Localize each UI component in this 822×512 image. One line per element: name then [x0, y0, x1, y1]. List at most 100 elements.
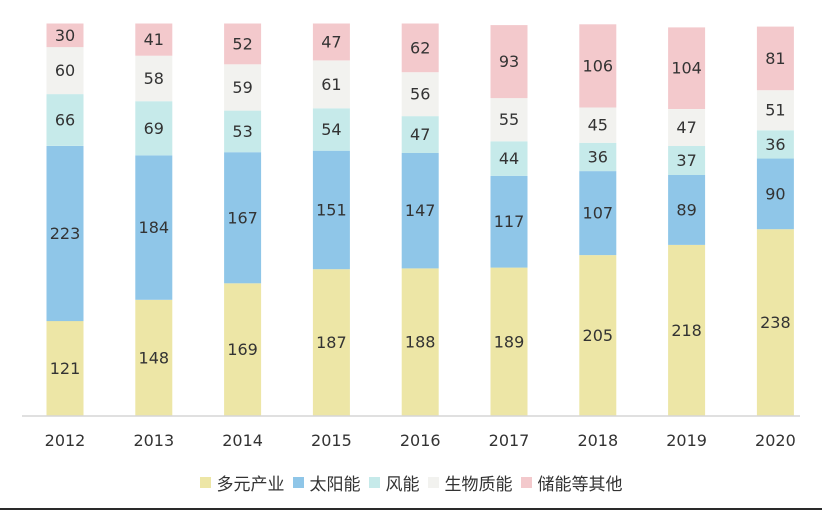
bar-segment-2013-1 [135, 155, 173, 300]
bar-segment-2016-0 [401, 268, 439, 416]
legend: 多元产业 太阳能 风能 生物质能 储能等其他 [0, 470, 822, 495]
bar-segment-2016-1 [401, 153, 439, 269]
bar-segment-2012-3 [46, 47, 84, 95]
data-label-2018-3: 45 [588, 116, 608, 135]
bar-segment-2015-0 [312, 269, 350, 416]
legend-swatch [368, 477, 380, 488]
legend-swatch [199, 477, 211, 488]
data-label-2013-4: 41 [144, 30, 164, 49]
bar-segment-2013-4 [135, 23, 173, 56]
bar-segment-2019-2 [668, 146, 706, 175]
data-label-2015-0: 187 [316, 333, 347, 352]
bar-segment-2017-3 [490, 98, 528, 142]
bar-segment-2013-0 [135, 299, 173, 416]
bar-segment-2012-4 [46, 23, 84, 48]
data-label-2012-1: 223 [50, 224, 81, 243]
bar-segment-2016-4 [401, 23, 439, 73]
bar-segment-2019-1 [668, 175, 706, 245]
data-label-2015-2: 54 [321, 120, 341, 139]
legend-label: 太阳能 [309, 475, 361, 495]
data-label-2017-1: 117 [494, 212, 525, 231]
data-label-2015-4: 47 [321, 32, 341, 51]
x-tick-label-2013: 2013 [133, 431, 174, 450]
bar-segment-2014-0 [224, 283, 262, 416]
bar-segment-2017-2 [490, 141, 528, 176]
legend-item-0: 多元产业 [199, 470, 285, 495]
data-label-2019-1: 89 [676, 200, 696, 219]
legend-item-1: 太阳能 [292, 470, 361, 495]
bar-segment-2018-2 [579, 142, 617, 172]
data-label-2020-0: 238 [760, 313, 791, 332]
bar-segment-2020-3 [756, 90, 794, 131]
bar-segment-2014-1 [224, 152, 262, 284]
bar-segment-2015-3 [312, 60, 350, 109]
bar-segment-2012-1 [46, 146, 84, 322]
data-label-2013-1: 184 [139, 218, 170, 237]
bar-segment-2019-0 [668, 244, 706, 416]
bar-segment-2020-0 [756, 229, 794, 416]
bar-segment-2019-4 [668, 27, 706, 109]
data-label-2013-3: 58 [144, 69, 164, 88]
x-tick-label-2016: 2016 [400, 431, 441, 450]
bar-segment-2012-2 [46, 94, 84, 146]
data-label-2018-0: 205 [583, 326, 614, 345]
legend-label: 风能 [385, 475, 420, 495]
legend-label: 储能等其他 [537, 475, 623, 495]
bar-segment-2014-4 [224, 23, 262, 65]
data-label-2012-4: 30 [55, 26, 75, 45]
data-label-2013-0: 148 [139, 348, 170, 367]
data-label-2014-2: 53 [232, 122, 252, 141]
bar-segment-2014-3 [224, 64, 262, 111]
data-label-2019-0: 218 [671, 321, 702, 340]
data-label-2012-0: 121 [50, 359, 81, 378]
data-label-2014-3: 59 [232, 78, 252, 97]
bar-segment-2018-1 [579, 171, 617, 256]
data-label-2015-1: 151 [316, 200, 347, 219]
bar-segment-2020-2 [756, 130, 794, 159]
bar-segment-2018-4 [579, 24, 617, 108]
bar-segment-2017-1 [490, 175, 528, 268]
legend-label: 生物质能 [444, 475, 513, 495]
data-label-2016-4: 62 [410, 38, 430, 57]
data-label-2014-4: 52 [232, 34, 252, 53]
data-label-2020-3: 51 [765, 101, 785, 120]
bar-segment-2013-2 [135, 101, 173, 156]
data-label-2019-4: 104 [671, 59, 702, 78]
legend-swatch [520, 477, 532, 488]
x-axis-ticks: 2012 2013 2014 2015 2016 2017 2018 2019 2020 [45, 431, 796, 450]
data-label-2018-4: 106 [583, 56, 614, 75]
data-label-2020-1: 90 [765, 184, 785, 203]
legend-item-2: 风能 [368, 470, 420, 495]
data-label-2013-2: 69 [144, 119, 164, 138]
bar-segment-2016-2 [401, 116, 439, 153]
data-label-2018-2: 36 [588, 147, 608, 166]
bar-segment-2012-0 [46, 321, 84, 416]
bar-segment-2015-2 [312, 108, 350, 151]
x-tick-label-2017: 2017 [489, 431, 530, 450]
bar-segment-2017-4 [490, 25, 528, 99]
bar-segment-2019-3 [668, 109, 706, 146]
bar-segment-2013-3 [135, 55, 173, 102]
legend-item-4: 储能等其他 [520, 470, 623, 495]
data-label-2018-1: 107 [583, 204, 614, 223]
data-label-2016-2: 47 [410, 125, 430, 144]
bar-segment-2018-3 [579, 107, 617, 143]
data-label-2017-4: 93 [499, 52, 519, 71]
legend-label: 多元产业 [216, 475, 285, 495]
bar-segment-2015-1 [312, 150, 350, 270]
bar-segment-2016-3 [401, 72, 439, 117]
x-tick-label-2014: 2014 [222, 431, 263, 450]
x-tick-label-2018: 2018 [577, 431, 618, 450]
bar-segment-2018-0 [579, 255, 617, 416]
legend-swatch [427, 477, 439, 488]
data-label-2015-3: 61 [321, 75, 341, 94]
data-label-2020-2: 36 [765, 135, 785, 154]
data-label-2014-1: 167 [227, 208, 258, 227]
data-label-2016-0: 188 [405, 333, 436, 352]
bottom-divider [0, 508, 822, 510]
data-label-2019-2: 37 [676, 151, 696, 170]
bars-layer: 121 223 66 60 30 148 184 69 58 41 169 167 53 59 52 187 1… [46, 23, 794, 416]
x-tick-label-2012: 2012 [45, 431, 86, 450]
bar-segment-2020-4 [756, 26, 794, 91]
